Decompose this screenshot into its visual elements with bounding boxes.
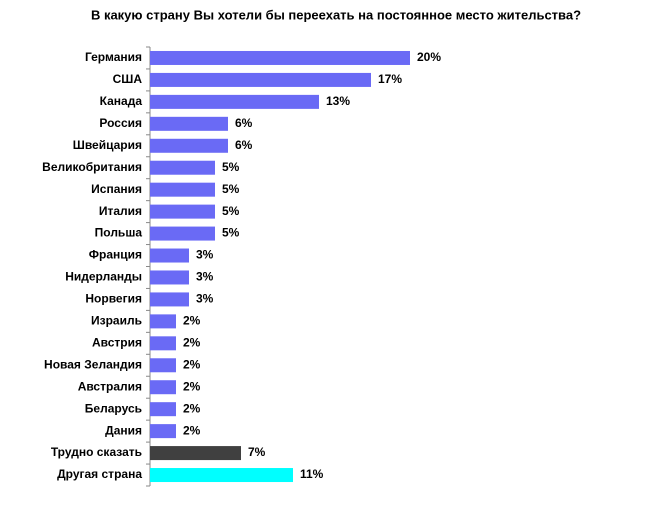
value-label: 5% <box>222 160 240 174</box>
bar <box>150 468 293 483</box>
value-label: 17% <box>378 72 402 86</box>
category-label: Канада <box>100 94 143 108</box>
value-label: 3% <box>196 248 214 262</box>
category-label: Новая Зеландия <box>44 357 142 371</box>
value-label: 2% <box>183 314 201 328</box>
chart-title: В какую страну Вы хотели бы переехать на… <box>91 7 581 22</box>
category-label: Израиль <box>91 314 142 328</box>
category-label: Россия <box>99 116 142 130</box>
bar <box>150 50 410 65</box>
bar <box>150 270 189 285</box>
category-label: Дания <box>105 423 142 437</box>
value-label: 20% <box>417 50 441 64</box>
value-label: 5% <box>222 182 240 196</box>
bar <box>150 226 215 241</box>
category-label: Норвегия <box>85 292 142 306</box>
bar <box>150 248 189 263</box>
bar <box>150 292 189 307</box>
value-label: 13% <box>326 94 350 108</box>
bar <box>150 446 241 461</box>
value-label: 2% <box>183 401 201 415</box>
category-label: Нидерланды <box>65 270 142 284</box>
category-label: Другая страна <box>57 467 142 481</box>
category-label: Франция <box>89 248 142 262</box>
value-label: 2% <box>183 423 201 437</box>
bar <box>150 116 228 131</box>
category-label: Великобритания <box>42 160 142 174</box>
category-label: Польша <box>95 226 143 240</box>
category-label: Испания <box>91 182 142 196</box>
bar <box>150 204 215 219</box>
bar <box>150 358 176 373</box>
bar <box>150 138 228 153</box>
value-label: 2% <box>183 379 201 393</box>
bar <box>150 380 176 395</box>
category-label: Трудно сказать <box>51 445 142 459</box>
category-label: Швейцария <box>73 138 142 152</box>
bar <box>150 94 319 109</box>
category-label: Германия <box>85 50 142 64</box>
category-label: Австрия <box>92 335 142 349</box>
value-label: 2% <box>183 357 201 371</box>
value-label: 6% <box>235 138 253 152</box>
value-label: 7% <box>248 445 266 459</box>
value-label: 5% <box>222 226 240 240</box>
value-label: 3% <box>196 270 214 284</box>
bar <box>150 72 371 87</box>
value-label: 2% <box>183 335 201 349</box>
bar <box>150 402 176 417</box>
category-label: США <box>113 72 143 86</box>
category-label: Италия <box>99 204 142 218</box>
bar <box>150 336 176 351</box>
value-label: 3% <box>196 292 214 306</box>
bar <box>150 424 176 439</box>
category-label: Беларусь <box>85 401 142 415</box>
bar <box>150 160 215 175</box>
value-label: 5% <box>222 204 240 218</box>
value-label: 6% <box>235 116 253 130</box>
bar <box>150 182 215 197</box>
bar <box>150 314 176 329</box>
value-label: 11% <box>300 467 324 481</box>
category-label: Австралия <box>78 379 142 393</box>
